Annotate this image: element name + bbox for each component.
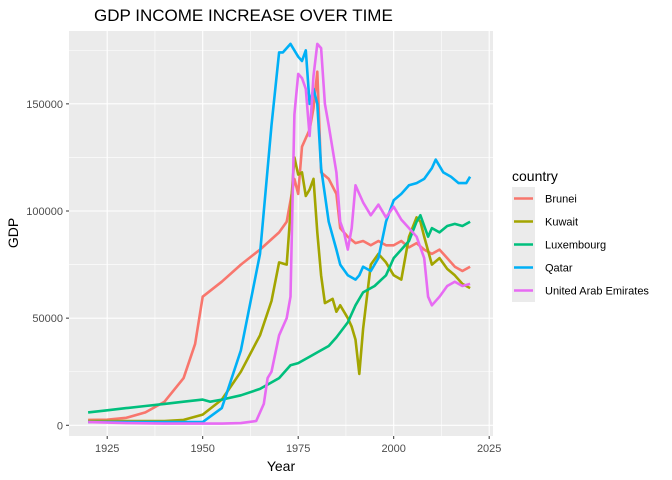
series-line-kuwait bbox=[88, 156, 471, 423]
grid-lines bbox=[69, 31, 493, 436]
series-line-qatar bbox=[88, 42, 472, 424]
y-tick-label: 50000 bbox=[32, 313, 63, 325]
x-axis-title: Year bbox=[267, 458, 296, 474]
chart-title: GDP INCOME INCREASE OVER TIME bbox=[94, 6, 393, 25]
x-tick-label: 2000 bbox=[381, 443, 405, 455]
legend-label-luxembourg: Luxembourg bbox=[545, 240, 606, 252]
legend: country Brunei Kuwait Luxembourg Qatar Unite… bbox=[512, 168, 649, 302]
legend-title: country bbox=[512, 168, 558, 184]
y-axis-title: GDP bbox=[5, 218, 21, 248]
y-tick-label: 150000 bbox=[26, 99, 63, 111]
series-line-luxembourg bbox=[87, 214, 471, 414]
legend-label-brunei: Brunei bbox=[545, 194, 577, 206]
axes: 1925 1950 1975 2000 2025 0 50000 100000 150000 bbox=[26, 99, 501, 455]
y-tick-label: 0 bbox=[57, 420, 63, 432]
y-tick-label: 100000 bbox=[26, 206, 63, 218]
series-line-united-arab-emirates bbox=[88, 42, 471, 425]
legend-label-qatar: Qatar bbox=[545, 263, 573, 275]
x-tick-label: 1925 bbox=[95, 443, 119, 455]
x-tick-label: 2025 bbox=[477, 443, 501, 455]
x-tick-label: 1975 bbox=[286, 443, 310, 455]
series-lines bbox=[87, 42, 472, 425]
legend-label-united-arab-emirates: United Arab Emirates bbox=[545, 286, 649, 298]
legend-label-kuwait: Kuwait bbox=[545, 217, 578, 229]
x-tick-label: 1950 bbox=[190, 443, 214, 455]
